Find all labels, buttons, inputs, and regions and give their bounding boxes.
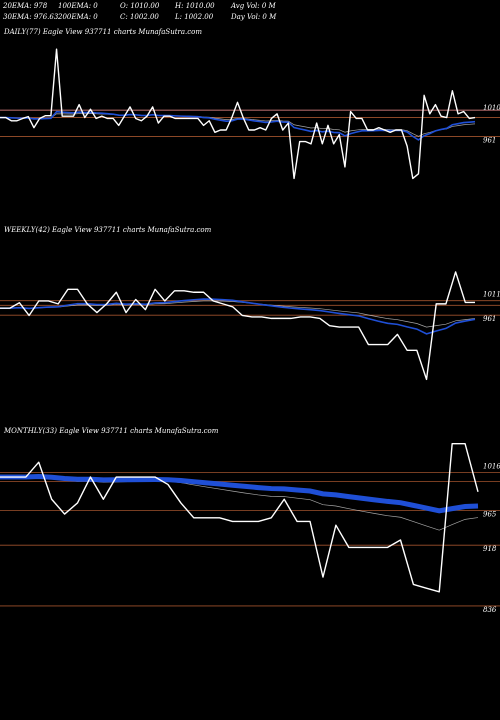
ema20-label: 20EMA: 978 bbox=[3, 2, 48, 10]
price-tick-label: 918 bbox=[483, 545, 497, 553]
daily-panel-title: DAILY(77) Eagle View 937711 charts Munaf… bbox=[4, 28, 203, 36]
high-label: H: 1010.00 bbox=[175, 2, 215, 10]
weekly-panel-title: WEEKLY(42) Eagle View 937711 charts Muna… bbox=[4, 226, 212, 234]
avg-volume-label: Avg Vol: 0 M bbox=[231, 2, 276, 10]
moving-average-line bbox=[0, 113, 476, 137]
open-label: O: 1010.00 bbox=[120, 2, 160, 10]
price-tick-label: 965 bbox=[483, 510, 497, 518]
ema30-label: 30EMA: 976.63 bbox=[3, 13, 59, 21]
ema100-label: 100EMA: 0 bbox=[58, 2, 98, 10]
price-tick-label: 1016 bbox=[483, 463, 500, 471]
ema-line bbox=[0, 298, 476, 335]
close-label: C: 1002.00 bbox=[120, 13, 159, 21]
price-line bbox=[0, 48, 476, 180]
price-line bbox=[0, 271, 475, 381]
price-tick-label: 961 bbox=[483, 136, 496, 144]
price-line bbox=[0, 443, 479, 593]
moving-average-line bbox=[0, 300, 476, 328]
ema-line bbox=[0, 474, 479, 514]
price-tick-label: 1010 bbox=[483, 104, 500, 112]
low-label: L: 1002.00 bbox=[175, 13, 214, 21]
ema200-label: 200EMA: 0 bbox=[58, 13, 98, 21]
price-tick-label: 836 bbox=[483, 606, 497, 614]
day-volume-label: Day Vol: 0 M bbox=[231, 13, 277, 21]
price-tick-label: 1011 bbox=[483, 291, 500, 299]
monthly-panel-title: MONTHLY(33) Eagle View 937711 charts Mun… bbox=[4, 427, 219, 435]
price-tick-label: 961 bbox=[483, 315, 496, 323]
